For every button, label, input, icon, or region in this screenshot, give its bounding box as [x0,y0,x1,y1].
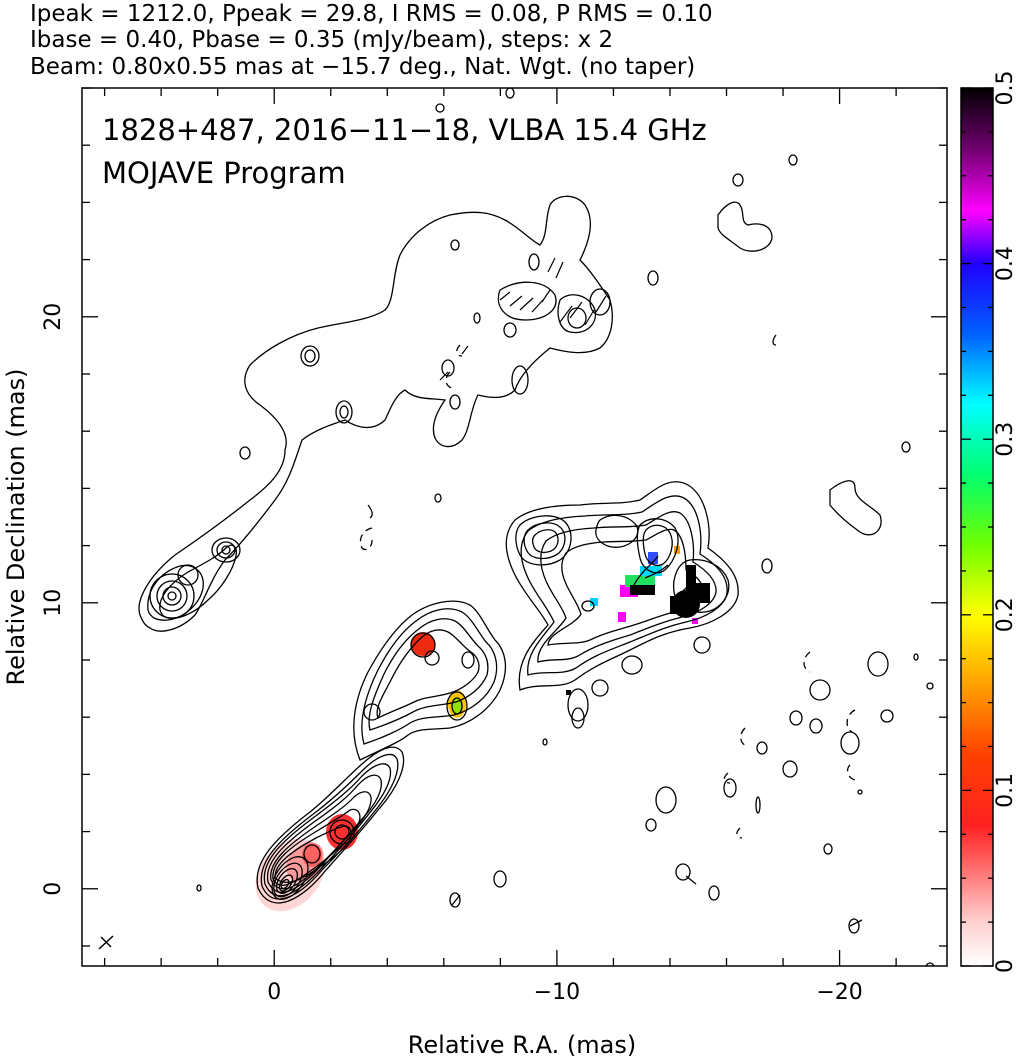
western-contours [505,481,739,729]
colorbar-tick-label: 0.5 [993,71,1018,106]
colorbar-tick-label: 0.3 [993,422,1018,457]
y-tick-label: 10 [41,589,66,617]
noise-contours [196,88,935,966]
polarization-vectors [439,257,607,381]
axis-ticks [82,87,947,966]
source-label: 1828+487, 2016−11−18, VLBA 15.4 GHz [102,113,707,147]
beam-marker [98,935,114,950]
colorbar-tick-label: 0.1 [993,773,1018,808]
colorbar-ticks: 0 0.1 0.2 0.3 0.4 0.5 [961,71,1018,973]
x-tick-label: 0 [267,980,281,1005]
core-contours [256,746,405,904]
middle-jet-contours [353,600,507,761]
map-area: 1828+487, 2016−11−18, VLBA 15.4 GHz MOJA… [98,88,935,966]
y-axis-label: Relative Declination (mas) [2,368,30,685]
y-tick-label: 0 [41,882,66,896]
header-line-3: Beam: 0.80x0.55 mas at −15.7 deg., Nat. … [30,54,695,80]
program-label: MOJAVE Program [102,156,346,190]
y-tick-label: 20 [41,303,66,331]
northeast-contours [138,195,613,632]
x-axis-label: Relative R.A. (mas) [408,1031,636,1059]
header-line-2: Ibase = 0.40, Pbase = 0.35 (mJy/beam), s… [30,27,613,53]
colorbar-tick-label: 0 [993,959,1018,973]
x-tick-label: −10 [534,980,580,1005]
colorbar-tick-label: 0.2 [993,597,1018,632]
tick-labels: 0 −10 −20 0 10 20 [41,303,863,1005]
x-tick-label: −20 [816,980,862,1005]
colorbar-tick-label: 0.4 [993,246,1018,281]
plot-frame [81,87,948,967]
header-line-1: Ipeak = 1212.0, Ppeak = 29.8, I RMS = 0.… [30,1,713,27]
